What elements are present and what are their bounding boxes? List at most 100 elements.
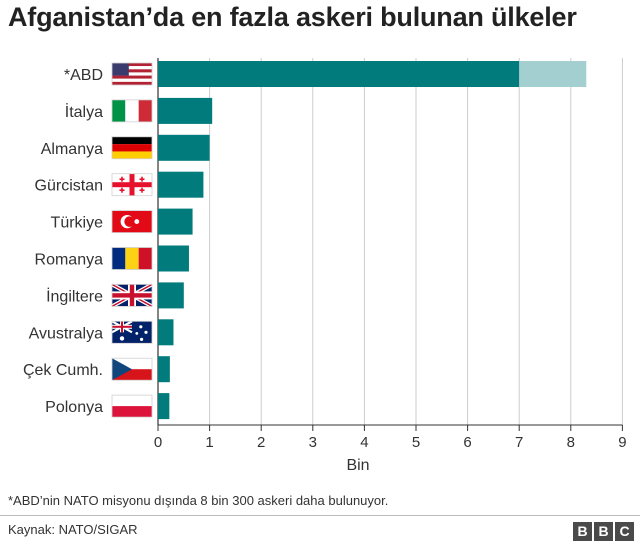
flag-part bbox=[112, 63, 152, 67]
flag-part bbox=[121, 176, 123, 182]
flag-part bbox=[119, 336, 125, 341]
category-label: Polonya bbox=[45, 399, 103, 416]
flag-border bbox=[111, 283, 153, 307]
page-title: Afganistan’da en fazla askeri bulunan ül… bbox=[8, 2, 577, 32]
category-label: Almanya bbox=[41, 141, 103, 158]
x-tick-label: 4 bbox=[360, 434, 368, 451]
bbc-logo-letter: B bbox=[594, 522, 613, 541]
x-ticks: 0 1 2 3 4 5 6 7 8 9 bbox=[154, 425, 627, 451]
flag-part bbox=[144, 330, 148, 334]
category-label: Avustralya bbox=[29, 325, 104, 342]
us-flag-icon bbox=[111, 62, 153, 86]
germany-flag-icon bbox=[111, 136, 153, 160]
bar bbox=[158, 319, 174, 346]
flag-border bbox=[111, 99, 153, 123]
bar bbox=[158, 245, 189, 272]
flag-border bbox=[111, 247, 153, 270]
x-tick-label: 1 bbox=[205, 434, 213, 451]
italy-flag-icon bbox=[111, 99, 153, 123]
category-label: Gürcistan bbox=[35, 178, 103, 195]
x-tick-label: 6 bbox=[463, 434, 471, 451]
flag-part bbox=[139, 325, 143, 329]
flag-border bbox=[111, 320, 153, 344]
category-labels: *ABD İtalya Almanya Gürcistan Türkiye Romanya… bbox=[23, 67, 103, 416]
flag-part bbox=[138, 99, 152, 122]
category-label: Çek Cumh. bbox=[23, 362, 103, 379]
romania-flag-icon bbox=[111, 247, 153, 270]
bar-extra bbox=[519, 61, 587, 87]
x-tick-label: 5 bbox=[412, 434, 420, 451]
flag-part bbox=[112, 369, 152, 381]
flag-part bbox=[112, 151, 152, 159]
flag-part bbox=[112, 293, 152, 298]
flag-part bbox=[112, 99, 126, 122]
bar bbox=[158, 61, 520, 87]
flags bbox=[111, 62, 153, 418]
footnote: *ABD’nin NATO misyonu dışında 8 bin 300 … bbox=[8, 493, 389, 508]
flag-border bbox=[111, 136, 153, 160]
category-label: *ABD bbox=[64, 67, 103, 84]
poland-flag-icon bbox=[111, 394, 153, 418]
x-tick-label: 0 bbox=[154, 434, 162, 451]
x-tick-label: 7 bbox=[515, 434, 523, 451]
australia-flag-icon bbox=[111, 320, 153, 344]
flag-part bbox=[112, 63, 129, 76]
bar bbox=[158, 208, 193, 235]
georgia-flag-icon bbox=[111, 173, 153, 197]
flag-part bbox=[112, 395, 152, 407]
flag-part bbox=[141, 187, 143, 193]
flag-part bbox=[112, 69, 152, 73]
bar bbox=[158, 171, 204, 198]
bbc-logo-letter: C bbox=[615, 522, 634, 541]
flag-part bbox=[140, 337, 144, 341]
flag-part bbox=[134, 219, 140, 225]
flag-part bbox=[138, 247, 152, 270]
flag-part bbox=[112, 78, 152, 82]
gridlines bbox=[157, 58, 623, 426]
flag-border bbox=[111, 62, 153, 86]
turkey-flag-icon bbox=[111, 210, 153, 234]
category-label: Türkiye bbox=[51, 215, 104, 232]
flag-part bbox=[125, 247, 139, 270]
flag-part bbox=[112, 182, 152, 188]
flag-part bbox=[125, 99, 139, 122]
flag-border bbox=[111, 173, 153, 197]
flag-border bbox=[111, 210, 153, 234]
bbc-logo-letter: B bbox=[573, 522, 592, 541]
flag-part bbox=[112, 358, 152, 370]
flag-part bbox=[141, 176, 143, 182]
divider bbox=[0, 515, 640, 516]
bar bbox=[158, 97, 213, 124]
flag-part bbox=[112, 406, 152, 418]
uk-flag-icon bbox=[111, 282, 153, 309]
flag-part bbox=[112, 136, 152, 145]
bars bbox=[158, 61, 587, 420]
bar bbox=[158, 356, 170, 383]
x-tick-label: 3 bbox=[309, 434, 317, 451]
x-axis-label: Bin bbox=[346, 457, 369, 474]
flag-border bbox=[111, 394, 153, 418]
czech-flag-icon bbox=[111, 357, 153, 381]
category-label: İtalya bbox=[65, 102, 103, 121]
flag-part bbox=[112, 144, 152, 152]
x-tick-label: 8 bbox=[567, 434, 575, 451]
flag-part bbox=[112, 358, 132, 381]
x-tick-label: 9 bbox=[618, 434, 626, 451]
bbc-logo: B B C bbox=[573, 522, 634, 541]
flag-part bbox=[112, 66, 152, 70]
flag-part bbox=[112, 81, 152, 85]
flag-part bbox=[121, 187, 123, 193]
bar bbox=[158, 393, 170, 420]
category-label: Romanya bbox=[35, 252, 104, 269]
flag-part bbox=[112, 325, 132, 328]
flag-border bbox=[111, 357, 153, 381]
source-text: Kaynak: NATO/SIGAR bbox=[8, 522, 138, 537]
bar bbox=[158, 282, 184, 309]
flag-part bbox=[112, 72, 152, 76]
x-tick-label: 2 bbox=[257, 434, 265, 451]
bar bbox=[158, 134, 210, 161]
flag-part bbox=[112, 75, 152, 79]
flag-part bbox=[124, 216, 135, 227]
flag-part bbox=[135, 332, 139, 335]
flag-part bbox=[112, 247, 126, 270]
